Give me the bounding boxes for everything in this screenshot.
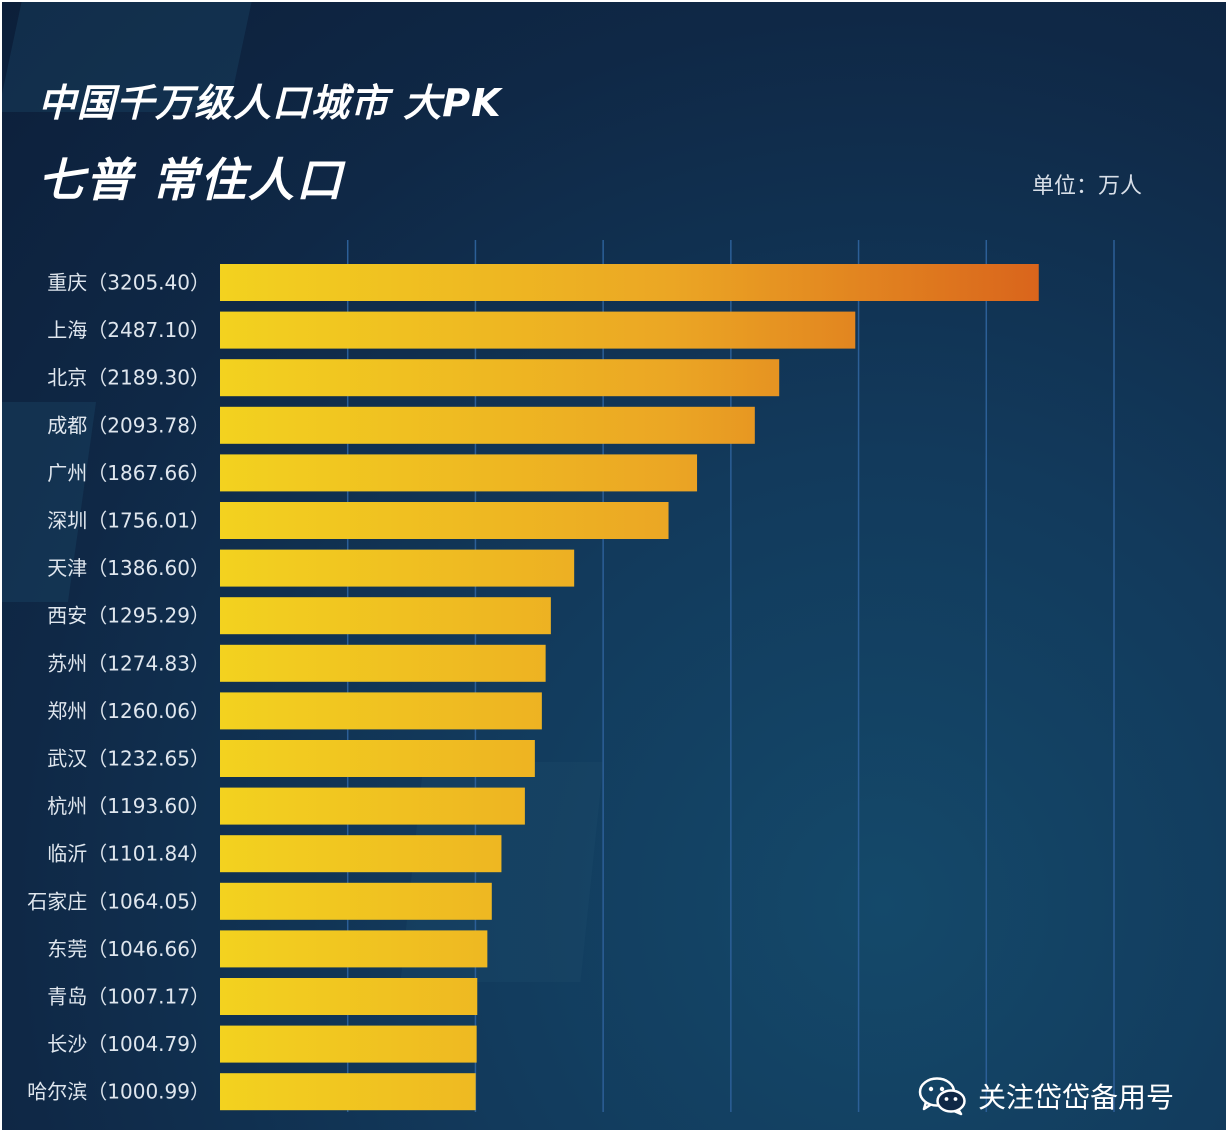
bar-临沂 <box>220 835 502 873</box>
bar-北京 <box>220 359 780 397</box>
chart-subtitle: 七普 常住人口 <box>38 153 345 207</box>
bar-石家庄 <box>220 882 492 920</box>
category-label: 石家庄（1064.05） <box>27 889 210 913</box>
bar-成都 <box>220 406 755 444</box>
category-label: 重庆（3205.40） <box>47 271 210 295</box>
bar-哈尔滨 <box>220 1073 476 1111</box>
bar-青岛 <box>220 978 478 1015</box>
bar-郑州 <box>220 692 542 730</box>
bar-东莞 <box>220 930 488 968</box>
category-label: 成都（2093.78） <box>47 413 210 437</box>
unit-label: 单位：万人 <box>1032 174 1143 199</box>
wechat-icon <box>918 1077 966 1116</box>
category-label: 长沙（1004.79） <box>47 1032 210 1056</box>
footer-text: 关注岱岱备用号 <box>978 1081 1175 1114</box>
bar-天津 <box>220 549 575 587</box>
bar-西安 <box>220 597 551 635</box>
category-label: 上海（2487.10） <box>47 318 210 342</box>
bars <box>220 264 1039 1111</box>
category-label: 深圳（1756.01） <box>47 509 210 533</box>
chart-title: 中国千万级人口城市 大PK <box>38 81 502 125</box>
footer-watermark: 关注岱岱备用号 <box>918 1074 1174 1118</box>
category-labels: 重庆（3205.40） 上海（2487.10） 北京（2189.30） 成都（2093… <box>27 271 210 1104</box>
category-label: 天津（1386.60） <box>47 556 210 580</box>
category-label: 广州（1867.66） <box>47 461 210 485</box>
category-label: 郑州（1260.06） <box>47 699 210 723</box>
category-label: 临沂（1101.84） <box>47 842 210 866</box>
bar-长沙 <box>220 1025 477 1063</box>
bar-深圳 <box>220 502 669 539</box>
bar-杭州 <box>220 787 525 825</box>
bar-武汉 <box>220 740 535 777</box>
category-label: 哈尔滨（1000.99） <box>27 1080 210 1104</box>
bar-上海 <box>220 311 856 349</box>
category-label: 青岛（1007.17） <box>47 985 210 1009</box>
category-label: 北京（2189.30） <box>47 366 210 390</box>
bar-苏州 <box>220 644 546 682</box>
category-label: 东莞（1046.66） <box>47 937 210 961</box>
category-label: 苏州（1274.83） <box>47 651 210 675</box>
bar-重庆 <box>220 264 1039 301</box>
category-label: 武汉（1232.65） <box>47 747 210 771</box>
category-label: 西安（1295.29） <box>47 604 210 628</box>
bar-广州 <box>220 454 698 492</box>
category-label: 杭州（1193.60） <box>47 794 210 818</box>
